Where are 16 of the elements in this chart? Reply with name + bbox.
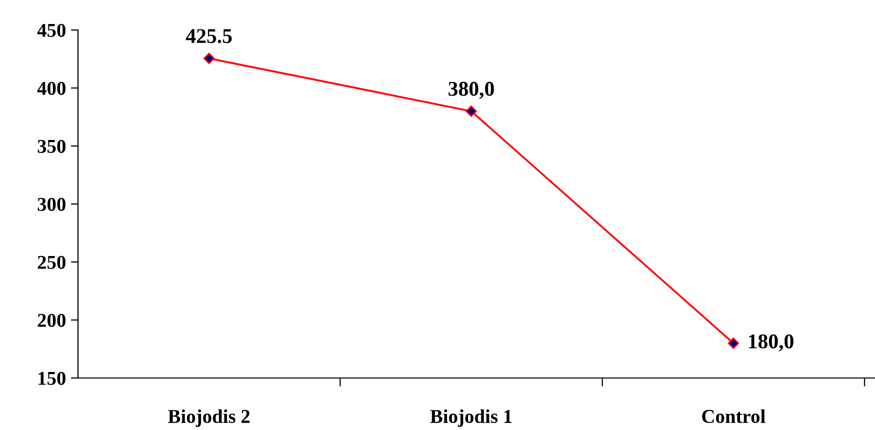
y-tick-label: 300 [38,198,66,211]
y-tick-label: 350 [38,140,66,153]
x-tick-label: Biojodis 2 [168,409,250,427]
y-tick-label: 200 [38,314,66,327]
y-tick-label: 150 [38,372,66,385]
data-label: 425.5 [186,29,232,44]
data-label: 380,0 [448,82,494,99]
y-tick-label: 450 [37,24,66,37]
y-tick-label: 400 [37,82,66,95]
x-tick-label: Control [702,409,766,424]
data-label: 180,0 [748,334,794,352]
x-tick-label: Biojodis 1 [430,409,512,427]
point [466,106,477,117]
point [203,52,215,64]
y-tick-label: 250 [38,256,66,269]
point [728,338,740,349]
